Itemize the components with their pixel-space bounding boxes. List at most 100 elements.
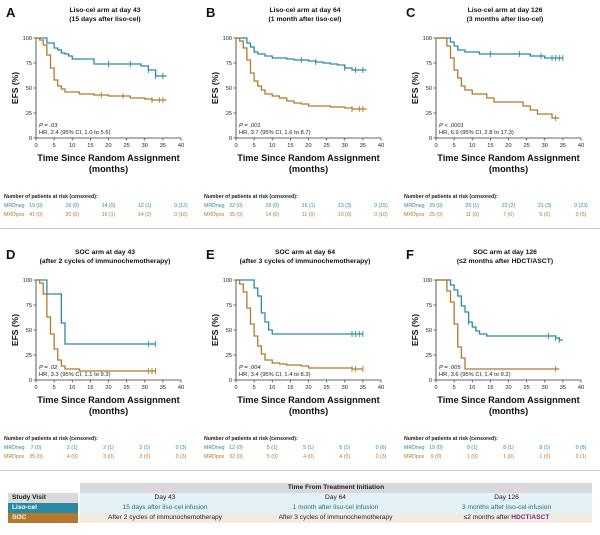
- risk-cell: 7 (0): [503, 212, 514, 218]
- y-tick-label: 75: [426, 61, 432, 67]
- risk-cell: 19 (0): [265, 203, 280, 209]
- risk-cell: 19 (0): [429, 445, 443, 451]
- risk-cell: 0 (12): [174, 203, 188, 209]
- footer-soc-3: ≤2 months after HDCT/ASCT: [421, 513, 592, 523]
- panel-letter: C: [406, 5, 416, 20]
- x-tick-label: 25: [324, 143, 330, 149]
- risk-row-pos: MRDpos 35 (0) 14 (0) 11 (0) 10 (0) 0 (10): [204, 212, 396, 220]
- risk-row-label: MRDneg: [204, 445, 225, 451]
- km-plot: A Liso-cel arm at day 43 (15 days after li…: [6, 5, 184, 174]
- risk-header: Number of patients at risk (censored):: [4, 436, 98, 442]
- p-value: P = .02: [39, 365, 58, 371]
- y-axis-label: EFS (%): [10, 314, 20, 346]
- risk-cell: 14 (2): [137, 212, 152, 218]
- x-tick-label: 15: [87, 143, 93, 149]
- km-plot: B Liso-cel arm at day 64 (1 month after li…: [206, 5, 384, 174]
- chart-title: SOC arm at day 43: [75, 249, 135, 256]
- y-tick-label: 50: [226, 328, 232, 334]
- risk-cell: 2 (1): [103, 445, 114, 451]
- risk-cell: 35 (0): [29, 454, 43, 460]
- chart-subtitle: (1 month after liso-cel): [269, 16, 342, 23]
- survival-curve-neg: [436, 37, 563, 59]
- risk-cell: 21 (3): [537, 203, 552, 209]
- km-plot: C Liso-cel arm at day 126 (3 months after …: [406, 5, 584, 174]
- chart-title: Liso-cel arm at day 43: [69, 7, 140, 14]
- footer-soc-2: After 3 cycles of immunochemotherapy: [250, 513, 421, 523]
- y-tick-label: 0: [429, 378, 432, 384]
- footer-soc-1: After 2 cycles of immunochemotherapy: [80, 513, 250, 523]
- risk-row-label: MRDneg: [404, 203, 425, 209]
- risk-cell: 12 (1): [137, 203, 152, 209]
- hazard-ratio: HR, 6.9 (95% CI, 2.8 to 17.3): [439, 130, 514, 136]
- x-tick-label: 40: [178, 143, 184, 149]
- risk-cell: 25 (0): [429, 212, 443, 218]
- risk-cell: 11 (0): [465, 212, 479, 218]
- x-tick-label: 20: [305, 143, 311, 149]
- p-value: P = .005: [439, 365, 461, 371]
- x-tick-label: 20: [105, 143, 111, 149]
- risk-row-label: MRDpos: [204, 454, 225, 460]
- risk-cell: 4 (0): [66, 454, 78, 460]
- y-tick-label: 25: [26, 111, 32, 117]
- risk-row-label: MRDpos: [204, 212, 225, 218]
- x-tick-label: 30: [142, 143, 148, 149]
- footer-soc-3-highlight: HDCT/ASCT: [511, 514, 550, 521]
- y-tick-label: 0: [429, 136, 432, 142]
- x-tick-label: 10: [269, 143, 275, 149]
- y-tick-label: 0: [229, 136, 232, 142]
- y-tick-label: 75: [26, 61, 32, 67]
- footer-liso-2: 1 month after liso-cel infusion: [250, 503, 421, 513]
- hazard-ratio: HR, 3.3 (95% CI, 1.1 to 9.3): [39, 372, 111, 378]
- panel-letter: F: [406, 247, 414, 262]
- risk-row-neg: MRDneg 19 (0) 16 (0) 14 (0) 12 (1) 0 (12): [4, 203, 196, 211]
- footer-col-label: Study Visit: [8, 493, 78, 503]
- x-tick-label: 5: [453, 385, 456, 391]
- x-tick-label: 25: [124, 385, 130, 391]
- x-axis-label-units: (months): [89, 164, 128, 174]
- p-value: P = .03: [39, 123, 58, 129]
- x-tick-label: 40: [378, 385, 384, 391]
- risk-cell: 0 (23): [574, 203, 588, 209]
- risk-cell: 5 (0): [266, 454, 278, 460]
- risk-row-pos: MRDpos 41 (0) 20 (0) 16 (1) 14 (2) 0 (16): [4, 212, 196, 220]
- risk-cell: 25 (1): [465, 203, 480, 209]
- x-tick-label: 10: [469, 143, 475, 149]
- x-tick-label: 10: [469, 385, 475, 391]
- x-tick-label: 30: [342, 143, 348, 149]
- survival-curve-neg: [36, 279, 156, 345]
- survival-curve-pos: [436, 279, 560, 370]
- x-tick-label: 30: [342, 385, 348, 391]
- y-tick-label: 100: [223, 278, 232, 284]
- footer-liso-label: Liso-cel: [8, 503, 78, 513]
- x-axis-label-units: (months): [289, 406, 328, 416]
- y-axis-label: EFS (%): [10, 72, 20, 104]
- risk-cell: 41 (0): [29, 212, 43, 218]
- x-tick-label: 20: [305, 385, 311, 391]
- chart-subtitle: (after 2 cycles of immunochemotherapy): [40, 258, 171, 265]
- risk-cell: 16 (1): [101, 212, 116, 218]
- risk-cell: 35 (0): [229, 212, 243, 218]
- hazard-ratio: HR, 3.7 (95% CI, 1.6 to 8.7): [239, 130, 311, 136]
- chart-subtitle: (3 months after liso-cel): [467, 16, 544, 23]
- hazard-ratio: HR, 2.4 (95% CI, 1.0 to 5.6): [39, 130, 111, 136]
- x-tick-label: 35: [560, 385, 566, 391]
- chart-title: SOC arm at day 126: [473, 249, 537, 256]
- risk-row-neg: MRDneg 19 (0) 9 (1) 8 (1) 8 (1) 0 (8): [404, 445, 596, 453]
- x-tick-label: 30: [542, 385, 548, 391]
- y-axis-label: EFS (%): [210, 72, 220, 104]
- km-panel-c: C Liso-cel arm at day 126 (3 months after …: [400, 0, 600, 225]
- p-value: P = .001: [239, 123, 261, 129]
- survival-curve-pos: [436, 37, 560, 119]
- survival-curve-pos: [36, 279, 156, 372]
- survival-curve-neg: [36, 37, 167, 77]
- km-plot: F SOC arm at day 126 (≤2 months after HDCT…: [406, 247, 584, 416]
- risk-cell: 14 (0): [265, 212, 280, 218]
- x-tick-label: 15: [87, 385, 93, 391]
- risk-cell: 0 (3): [175, 445, 187, 451]
- y-tick-label: 50: [426, 86, 432, 92]
- chart-title: Liso-cel arm at day 64: [269, 7, 340, 14]
- risk-cell: 29 (0): [429, 203, 443, 209]
- x-tick-label: 20: [105, 385, 111, 391]
- risk-cell: 22 (0): [229, 203, 243, 209]
- risk-cell: 32 (0): [229, 454, 243, 460]
